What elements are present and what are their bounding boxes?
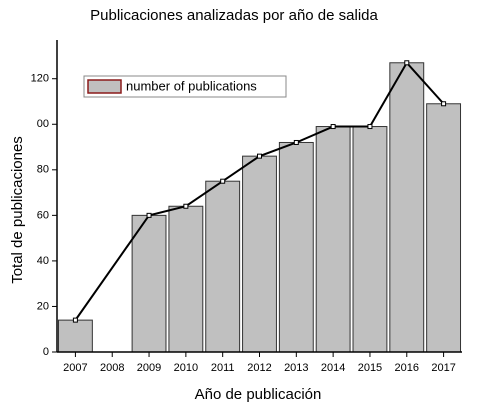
y-tick-label: 20: [37, 300, 49, 312]
x-tick-label: 2011: [211, 362, 235, 374]
y-tick-label: 00: [37, 118, 49, 130]
x-tick-label: 2009: [137, 362, 161, 374]
line-point: [146, 212, 152, 218]
line-point: [183, 203, 189, 209]
x-tick-label: 2014: [321, 362, 345, 374]
line-point: [367, 124, 373, 130]
bar: [426, 103, 462, 353]
bar: [57, 319, 93, 353]
line-point: [72, 317, 78, 323]
line-point: [330, 124, 336, 130]
bar: [315, 126, 351, 353]
legend-label: number of publications: [126, 78, 257, 93]
x-tick-label: 2008: [100, 362, 124, 374]
line-point: [257, 153, 262, 159]
y-tick-label: 80: [37, 164, 49, 176]
y-axis-label: Total de publicaciones: [9, 136, 26, 284]
x-axis-label: Año de publicación: [195, 386, 322, 403]
y-tick-label: 0: [43, 346, 49, 358]
bar: [389, 62, 425, 353]
line-point: [404, 60, 410, 66]
x-tick-label: 2007: [63, 362, 87, 374]
x-tick-label: 2010: [174, 362, 198, 374]
line-point: [441, 101, 447, 107]
bar: [131, 214, 167, 353]
x-tick-label: 2017: [431, 362, 455, 374]
bar: [205, 180, 241, 353]
line-point: [220, 178, 226, 184]
bar: [242, 155, 277, 353]
bar: [278, 141, 314, 353]
y-tick-label: 60: [37, 209, 49, 221]
y-tick-label: 120: [31, 73, 49, 85]
chart-title: Publicaciones analizadas por año de sali…: [90, 7, 378, 24]
bar: [352, 126, 388, 353]
legend-swatch: [87, 79, 122, 94]
x-tick-label: 2015: [358, 362, 382, 374]
line-point: [293, 139, 299, 145]
x-tick-label: 2013: [284, 362, 308, 374]
x-tick-label: 2016: [395, 362, 419, 374]
trend-line: [74, 61, 445, 321]
bar: [168, 205, 204, 353]
x-tick-label: 2012: [247, 362, 271, 374]
y-tick-label: 40: [37, 255, 49, 267]
legend-box: [83, 75, 287, 98]
